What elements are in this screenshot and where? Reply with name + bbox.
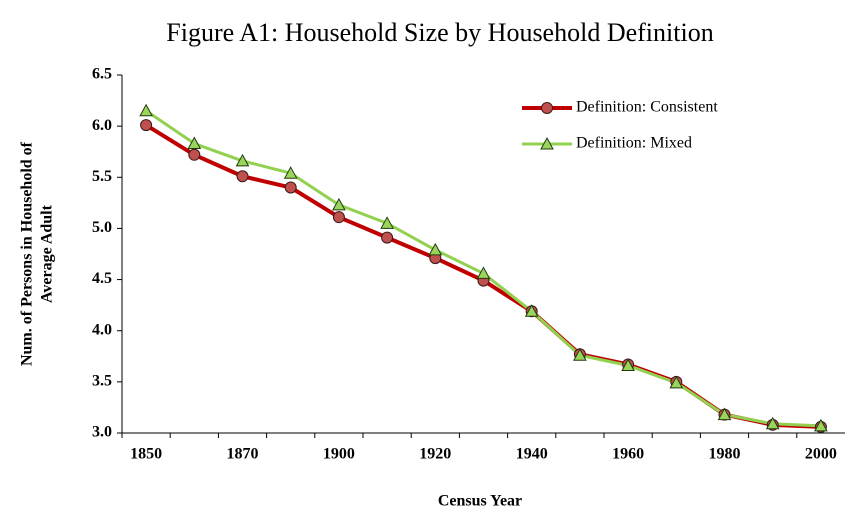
x-tick-label: 1870 — [227, 446, 259, 463]
y-tick-label: 5.5 — [92, 168, 112, 185]
y-tick-label: 5.0 — [92, 219, 112, 236]
point — [332, 211, 345, 224]
point — [476, 266, 491, 279]
y-tick-label: 6.0 — [92, 117, 112, 134]
y-axis-label: Average Adult — [39, 204, 56, 303]
x-tick-label: 1940 — [516, 446, 548, 463]
x-tick-label: 1920 — [419, 446, 451, 463]
point — [621, 358, 635, 371]
x-tick-label: 1850 — [130, 446, 162, 463]
legend-marker — [540, 136, 554, 150]
point — [428, 242, 443, 256]
point — [814, 418, 828, 432]
point — [765, 416, 780, 430]
point — [380, 216, 394, 229]
y-tick-label: 4.5 — [92, 270, 112, 287]
x-tick-label: 2000 — [805, 446, 837, 463]
y-axis-label: Num. of Persons in Household of — [19, 141, 36, 366]
y-tick-label: 4.0 — [92, 321, 112, 338]
legend-label: Definition: Mixed — [576, 135, 692, 152]
point — [236, 170, 249, 183]
point — [188, 148, 201, 161]
point — [284, 181, 297, 194]
x-tick-label: 1900 — [323, 446, 355, 463]
point — [139, 103, 153, 117]
point — [669, 375, 684, 389]
y-tick-label: 3.0 — [92, 424, 112, 441]
y-tick-label: 6.5 — [92, 66, 112, 83]
point — [381, 231, 394, 244]
legend-marker — [541, 102, 553, 114]
x-axis-label: Census Year — [438, 493, 522, 510]
point — [283, 166, 298, 179]
point — [235, 153, 250, 167]
y-tick-label: 3.5 — [92, 373, 112, 390]
x-tick-label: 1980 — [709, 446, 741, 463]
x-tick-label: 1960 — [612, 446, 644, 463]
point — [524, 304, 539, 317]
chart-title: Figure A1: Household Size by Household D… — [166, 18, 713, 47]
point — [332, 197, 346, 211]
point — [187, 136, 202, 150]
point — [717, 407, 732, 421]
legend-label: Definition: Consistent — [576, 99, 718, 116]
point — [573, 348, 587, 361]
point — [140, 119, 153, 132]
